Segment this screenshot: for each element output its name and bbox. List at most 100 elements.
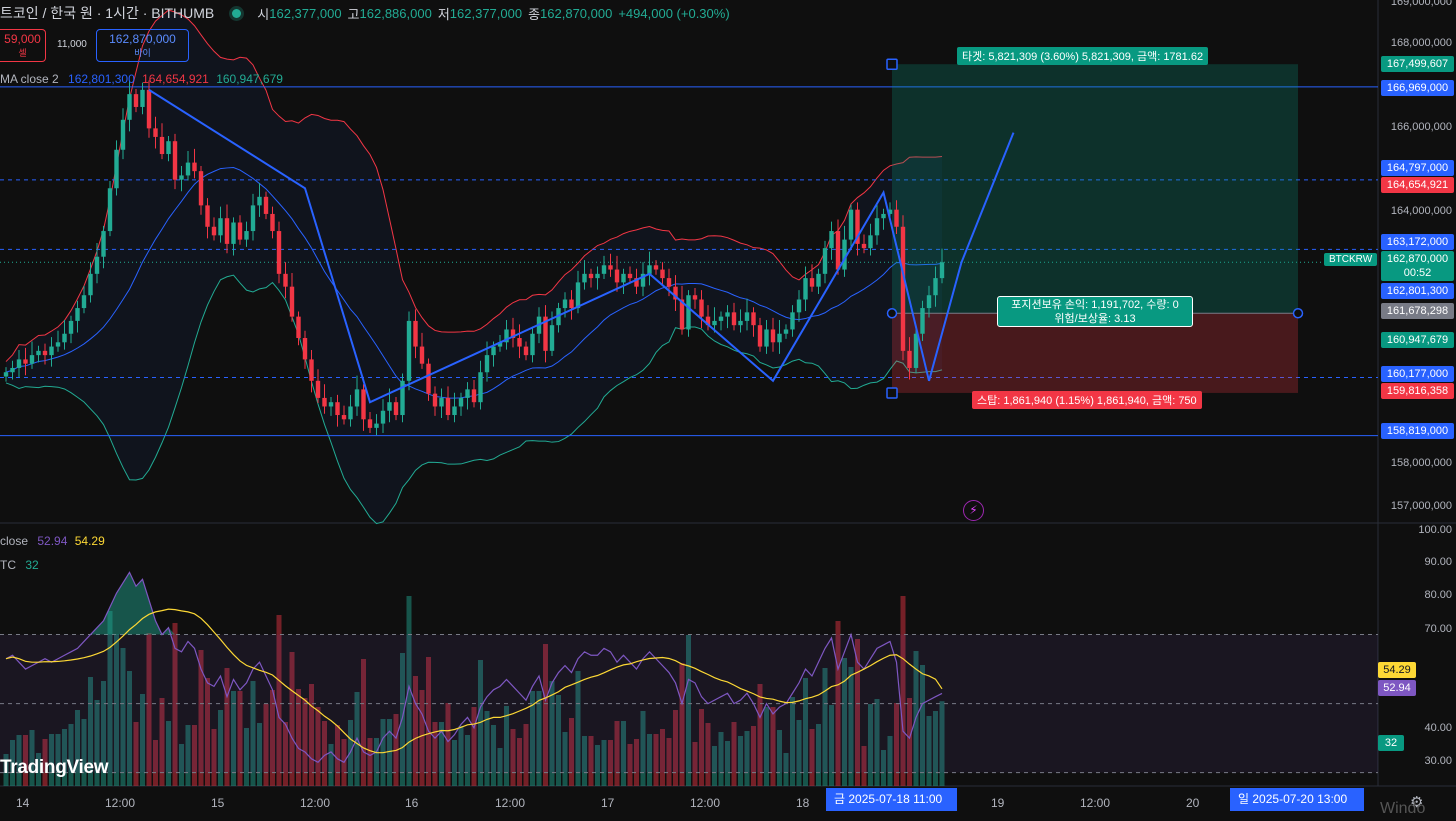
volume-bar	[458, 726, 464, 786]
candle	[705, 316, 711, 326]
candle	[549, 325, 555, 351]
candle	[393, 402, 399, 416]
symbol-title[interactable]: 트코인 / 한국 원 · 1시간 · BITHUMB	[0, 5, 215, 21]
sell-button[interactable]: 59,000 셀	[0, 29, 46, 62]
market-open-indicator-icon	[232, 8, 242, 18]
position-pnl: 포지션보유 손익: 1,191,702, 수량: 0	[1011, 299, 1179, 311]
volume-bar	[302, 698, 308, 786]
candle	[666, 278, 672, 287]
volume-bar	[335, 725, 340, 786]
level-price-tag: 158,819,000	[1381, 423, 1454, 439]
volume-bar	[822, 668, 828, 786]
candle	[42, 350, 48, 356]
volume-bar	[445, 703, 451, 786]
volume-bar	[562, 732, 568, 786]
volume-bar	[517, 738, 522, 786]
candle	[712, 320, 717, 326]
position-handle	[886, 308, 898, 319]
target-label[interactable]: 타겟: 5,821,309 (3.60%) 5,821,309, 금액: 178…	[957, 47, 1209, 65]
candle	[250, 205, 256, 232]
candle	[634, 278, 639, 287]
candle	[432, 393, 438, 407]
volume-bar	[673, 710, 678, 786]
candle	[107, 188, 113, 232]
tradingview-logo[interactable]: TradingView	[0, 757, 109, 778]
price-axis-label: 166,000,000	[1390, 121, 1452, 133]
stop-label[interactable]: 스탑: 1,861,940 (1.15%) 1,861,940, 금액: 750	[972, 391, 1202, 409]
windows-watermark: Windo	[1380, 800, 1426, 817]
candle	[75, 308, 80, 321]
volume-bar	[679, 663, 685, 786]
volume-bar	[770, 707, 776, 786]
volume-bar	[504, 706, 509, 786]
candle	[302, 338, 308, 360]
time-axis-label: 14	[16, 796, 30, 810]
candle	[439, 397, 444, 407]
volume-bar	[114, 634, 119, 786]
volume-bar	[205, 678, 210, 786]
candle	[153, 128, 158, 137]
buy-button[interactable]: 162,870,000 바이	[96, 29, 189, 62]
flash-icon[interactable]: ⚡	[963, 500, 984, 521]
bollinger-band-fill	[6, 10, 942, 524]
volume-bar	[777, 730, 782, 786]
volume-bar	[549, 681, 555, 786]
volume-bar	[666, 738, 672, 786]
candle	[237, 222, 243, 240]
volume-bar	[809, 729, 815, 786]
candle	[777, 333, 782, 343]
volume-bar	[257, 723, 262, 786]
settings-gear-icon[interactable]: ⚙	[1410, 794, 1424, 811]
candle	[939, 262, 945, 279]
volume-bar	[712, 746, 717, 786]
high-label: 고	[347, 6, 360, 22]
candle	[198, 171, 204, 206]
bollinger-legend[interactable]: MA close 2 162,801,300 164,654,921 160,9…	[0, 72, 283, 86]
candle	[861, 243, 867, 249]
candle	[289, 286, 295, 317]
rsi-axis-label: 40.00	[1424, 722, 1452, 734]
volume-bar	[725, 741, 730, 786]
candle	[692, 295, 698, 300]
candle	[62, 333, 67, 343]
volume-bar	[140, 694, 145, 786]
high-value: 162,886,000	[359, 5, 432, 21]
candle	[205, 205, 210, 227]
candle	[309, 359, 314, 381]
time-axis-label: 12:00	[105, 796, 136, 810]
candle	[829, 231, 834, 249]
sell-price: 59,000	[4, 32, 41, 46]
volume-bar	[55, 734, 61, 786]
volume-bar	[120, 648, 126, 786]
volume-legend[interactable]: TC 32	[0, 558, 39, 572]
volume-bar	[543, 644, 548, 786]
candle	[926, 295, 932, 309]
candle	[653, 265, 659, 270]
bar-countdown: 00:52	[1403, 267, 1432, 279]
volume-bar	[783, 753, 789, 786]
volume-bar	[705, 723, 711, 786]
volume-bar	[153, 740, 158, 786]
candle	[10, 367, 15, 373]
volume-bar	[855, 639, 860, 786]
rsi-value: 52.94	[37, 534, 68, 548]
candle	[296, 316, 301, 339]
volume-bar	[829, 705, 834, 786]
position-target-zone	[892, 64, 1298, 314]
volume-bar	[907, 698, 912, 786]
volume-bar	[315, 707, 321, 786]
candle	[322, 397, 327, 407]
candle	[770, 329, 776, 343]
volume-value: 32	[25, 558, 39, 572]
position-info-box[interactable]: 포지션보유 손익: 1,191,702, 수량: 0 위험/보상율: 3.13	[997, 296, 1193, 327]
candle	[543, 316, 548, 351]
buy-label: 바이	[134, 48, 151, 58]
rsi-ma-line	[5, 608, 943, 754]
volume-bar	[523, 724, 529, 786]
volume-bar	[601, 740, 607, 786]
volume-bar	[432, 722, 438, 786]
rsi-legend[interactable]: close 52.94 54.29	[0, 534, 105, 548]
candle	[354, 389, 360, 407]
candle	[478, 372, 483, 403]
